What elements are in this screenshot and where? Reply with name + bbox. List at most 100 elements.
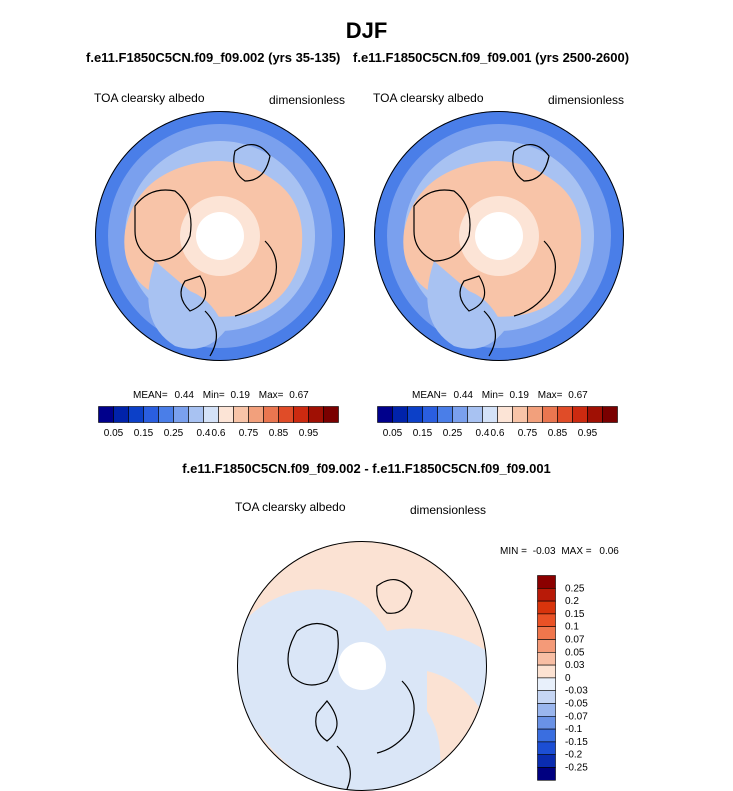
diff-units-label: dimensionless [410,503,487,517]
right-polar-map [374,111,624,361]
right-colorbar-swatch [482,406,498,423]
diff-colorbar-tick-label: -0.15 [565,737,588,748]
diff-case-label: f.e11.F1850C5CN.f09_f09.002 - f.e11.F185… [182,461,551,476]
right-colorbar-tick-label: 0.05 [383,428,403,439]
diff-colorbar-swatch [537,639,556,653]
left-colorbar-tick-label: 0.05 [104,428,124,439]
right-colorbar-swatch [527,406,543,423]
right-mean-value: 0.44 [453,390,473,401]
left-case-label: f.e11.F1850C5CN.f09_f09.002 (yrs 35-135) [86,50,341,65]
right-colorbar-swatch [377,406,393,423]
right-colorbar-swatch [392,406,408,423]
right-min-label: Min= [481,390,504,401]
right-colorbar-tick-label: 0.85 [548,428,568,439]
diff-min-label: MIN = [500,546,527,557]
left-mean-label: MEAN= [133,390,168,401]
diff-colorbar-swatch [537,588,556,602]
right-colorbar-swatch [512,406,528,423]
left-colorbar-swatch [143,406,159,423]
right-colorbar-swatch [452,406,468,423]
left-colorbar-tick-label: 0.75 [239,428,259,439]
left-colorbar-swatch [98,406,114,423]
right-colorbar-tick-label: 0.6 [491,428,505,439]
diff-colorbar-tick-label: -0.1 [565,724,583,735]
diff-colorbar-tick-label: 0.2 [565,596,579,607]
right-colorbar-swatch [437,406,453,423]
right-colorbar-swatch [602,406,618,423]
diff-colorbar-swatch [537,613,556,628]
left-colorbar-swatch [278,406,294,423]
right-colorbar-swatch [587,406,603,423]
left-colorbar-swatch [308,406,324,423]
diff-max-label: MAX = [561,546,592,557]
left-colorbar: 0.05 0.15 0.25 0.4 0.6 0.75 0.85 0.95 [98,406,339,439]
left-colorbar-tick-label: 0.4 [197,428,211,439]
diff-colorbar-swatch [537,626,556,640]
right-stats: MEAN= 0.44 Min= 0.19 Max= 0.67 [412,390,588,401]
left-units-label: dimensionless [269,93,346,107]
left-min-value: 0.19 [230,390,250,401]
left-mean-value: 0.44 [174,390,194,401]
left-colorbar-tick-label: 0.95 [299,428,319,439]
right-colorbar-swatch [497,406,513,423]
right-units-label: dimensionless [548,93,625,107]
left-max-value: 0.67 [289,390,309,401]
diff-colorbar-swatch [537,728,556,743]
right-colorbar-tick-label: 0.95 [578,428,598,439]
diff-colorbar: 0.250.20.150.10.070.050.030-0.03-0.05-0.… [537,575,588,781]
diff-colorbar-swatch [537,754,556,768]
diff-colorbar-swatch [537,716,556,730]
left-variable-label: TOA clearsky albedo [94,91,205,105]
right-variable-label: TOA clearsky albedo [373,91,484,105]
diff-colorbar-tick-label: 0.03 [565,660,585,671]
left-colorbar-tick-label: 0.85 [269,428,289,439]
diff-colorbar-tick-label: 0.07 [565,635,585,646]
diff-colorbar-tick-label: 0.1 [565,622,579,633]
diff-max-value: 0.06 [599,546,619,557]
diff-colorbar-swatch [537,690,556,704]
page-title: DJF [345,18,388,43]
diff-colorbar-tick-label: 0.25 [565,583,585,594]
right-case-label: f.e11.F1850C5CN.f09_f09.001 (yrs 2500-26… [353,50,630,65]
left-colorbar-tick-label: 0.6 [212,428,226,439]
diff-colorbar-tick-label: 0.05 [565,647,585,658]
left-colorbar-tick-label: 0.25 [164,428,184,439]
right-colorbar-swatch [557,406,573,423]
left-colorbar-swatch [203,406,219,423]
diff-colorbar-swatch [537,652,556,666]
diff-colorbar-swatch [537,575,556,589]
diff-colorbar-tick-label: -0.03 [565,686,588,697]
right-min-value: 0.19 [509,390,529,401]
diff-colorbar-swatch [537,600,556,615]
diff-colorbar-tick-label: -0.2 [565,750,583,761]
left-colorbar-swatch [128,406,144,423]
diff-colorbar-swatch [537,767,556,781]
left-colorbar-swatch [233,406,249,423]
left-colorbar-swatch [188,406,204,423]
diff-colorbar-tick-label: -0.07 [565,711,588,722]
left-colorbar-swatch [113,406,129,423]
right-colorbar-tick-label: 0.4 [476,428,490,439]
right-max-value: 0.67 [568,390,588,401]
left-colorbar-tick-label: 0.15 [134,428,154,439]
diff-colorbar-tick-label: -0.05 [565,699,588,710]
diff-colorbar-swatch [537,664,556,679]
left-colorbar-swatch [263,406,279,423]
diff-colorbar-tick-label: 0 [565,673,571,684]
left-min-label: Min= [202,390,225,401]
diff-colorbar-swatch [537,677,556,692]
right-colorbar-tick-label: 0.25 [443,428,463,439]
right-colorbar-swatch [407,406,423,423]
left-colorbar-swatch [293,406,309,423]
diff-variable-label: TOA clearsky albedo [235,500,346,514]
left-colorbar-swatch [173,406,189,423]
left-max-label: Max= [258,390,284,401]
diff-min-value: -0.03 [532,546,556,557]
diff-colorbar-tick-label: -0.25 [565,763,588,774]
right-colorbar-swatch [542,406,558,423]
diff-minmax: MIN = -0.03 MAX = 0.06 [500,546,619,557]
right-colorbar-swatch [422,406,438,423]
diff-colorbar-swatch [537,741,556,755]
diff-colorbar-swatch [537,703,556,717]
diff-polar-map [237,541,487,791]
